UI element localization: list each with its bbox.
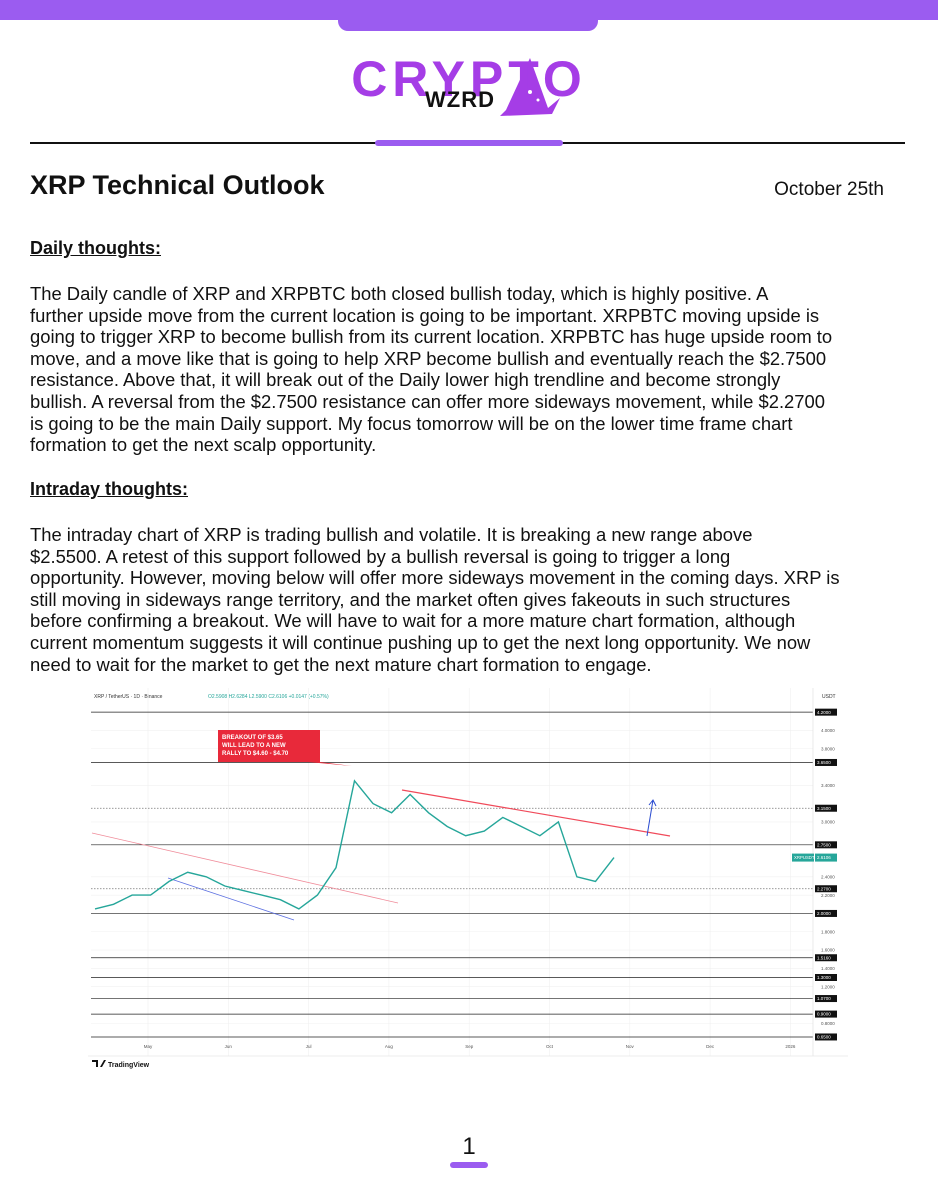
level-box	[815, 885, 837, 893]
body-line: move, and a move like that is going to h…	[30, 347, 827, 369]
logo-star	[528, 90, 532, 94]
body-line: $2.5500. A retest of this support follow…	[30, 545, 731, 567]
date: October 25th	[774, 179, 884, 200]
annotation-line: BREAKOUT OF $3.65	[222, 735, 283, 741]
page-number: 1	[462, 1133, 476, 1160]
brand-bottom: WZRD	[425, 87, 495, 112]
symbol-box	[792, 853, 814, 862]
section-heading: Intraday thoughts:	[30, 479, 188, 499]
level-box	[815, 909, 837, 917]
y-tick-label: 3.4000	[821, 783, 835, 788]
brand-top: CRYPTO	[351, 51, 587, 107]
chart-bg	[88, 688, 848, 1070]
chart-title: XRP / TetherUS · 1D · Binance	[94, 694, 163, 700]
level-label: 3.6500	[817, 760, 831, 765]
level-label: 2.0000	[817, 911, 831, 916]
price-line	[94, 779, 615, 910]
level-label: 0.9000	[817, 1012, 831, 1017]
logo-hat	[500, 58, 560, 116]
body-line: resistance. Above that, it will break ou…	[30, 369, 781, 391]
level-box	[815, 995, 837, 1003]
y-tick-label: 2.2000	[821, 893, 835, 898]
level-box	[815, 758, 837, 766]
level-label: 1.0700	[817, 996, 831, 1001]
tv-icon	[92, 1060, 106, 1067]
trendline	[167, 877, 295, 921]
annotation-line: RALLY TO $4.60 - $4.70	[222, 751, 289, 757]
x-tick-label: Nov	[626, 1044, 635, 1049]
title: XRP Technical Outlook	[30, 170, 325, 200]
y-tick-label: 2.4000	[821, 874, 835, 879]
trendline	[401, 789, 671, 837]
divider-accent	[375, 140, 563, 146]
top-tab	[338, 0, 598, 31]
y-tick-label: 1.4000	[821, 966, 835, 971]
currency: USDT	[822, 694, 836, 700]
trendline	[91, 832, 399, 904]
level-label: 0.6500	[817, 1035, 831, 1040]
last-price-label: 2.6106	[817, 855, 831, 860]
y-tick-label: 3.8000	[821, 746, 835, 751]
body-line: opportunity. However, moving below will …	[30, 567, 840, 589]
body-line: is going to be the main Daily support. M…	[30, 412, 793, 434]
body-line: formation to get the next scalp opportun…	[30, 434, 377, 456]
body-line: The Daily candle of XRP and XRPBTC both …	[30, 283, 769, 304]
x-tick-label: 2026	[785, 1044, 796, 1049]
level-label: 3.1500	[817, 806, 831, 811]
body-line: current momentum suggests it will contin…	[30, 632, 811, 653]
body-line: still moving in sideways range territory…	[30, 588, 791, 610]
watermark-logo	[92, 1060, 106, 1067]
level-box	[815, 974, 837, 981]
x-tick-label: Jul	[306, 1044, 312, 1049]
level-box	[815, 1010, 837, 1018]
x-tick-label: Jun	[225, 1044, 233, 1049]
level-label: 4.2000	[817, 710, 831, 715]
watermark: TradingView	[108, 1062, 150, 1069]
arrow	[646, 799, 657, 837]
x-tick-label: May	[144, 1044, 153, 1049]
body-line: need to wait for the market to get the n…	[30, 653, 652, 675]
y-tick-label: 1.8000	[821, 929, 835, 934]
y-tick-label: 3.0000	[821, 820, 835, 825]
body-line: bullish. A reversal from the $2.7500 res…	[30, 391, 825, 412]
ohlc-text: O2.5908 H2.6284 L2.5900 C2.6106 +0.0147 …	[208, 694, 329, 700]
y-tick-label: 1.6000	[821, 948, 835, 953]
level-box	[815, 708, 837, 716]
body-line: further upside move from the current loc…	[30, 304, 820, 326]
annotation-pointer	[308, 762, 352, 766]
chart: XRP / TetherUS · 1D · Binance O2.5908 H2…	[88, 688, 848, 1070]
level-label: 2.7500	[817, 842, 831, 847]
level-box	[815, 954, 837, 962]
level-box	[815, 1033, 837, 1041]
annotation-line: WILL LEAD TO A NEW	[222, 743, 286, 749]
level-label: 1.3000	[817, 975, 831, 980]
level-label: 1.5160	[817, 955, 831, 960]
y-tick-label: 4.0000	[821, 728, 835, 733]
x-tick-label: Oct	[546, 1044, 554, 1049]
body-line: before confirming a breakout. We will ha…	[30, 610, 796, 632]
body-line: The intraday chart of XRP is trading bul…	[30, 524, 753, 545]
body-line: going to trigger XRP to become bullish f…	[30, 326, 833, 348]
y-tick-label: 1.2000	[821, 984, 835, 989]
level-box	[815, 804, 837, 812]
x-tick-label: Dec	[706, 1044, 715, 1049]
header-decor	[0, 0, 938, 146]
annotation-box	[218, 730, 320, 762]
logo-star	[536, 98, 540, 102]
last-price-box	[815, 853, 837, 862]
page-accent	[450, 1162, 488, 1168]
x-tick-label: Aug	[385, 1044, 394, 1049]
section-heading: Daily thoughts:	[30, 238, 161, 258]
level-label: 2.2700	[817, 886, 831, 891]
y-tick-label: 0.8000	[821, 1021, 835, 1026]
x-tick-label: Sep	[465, 1044, 474, 1049]
symbol-label: XRPUSDT	[794, 855, 815, 860]
level-box	[815, 841, 837, 849]
